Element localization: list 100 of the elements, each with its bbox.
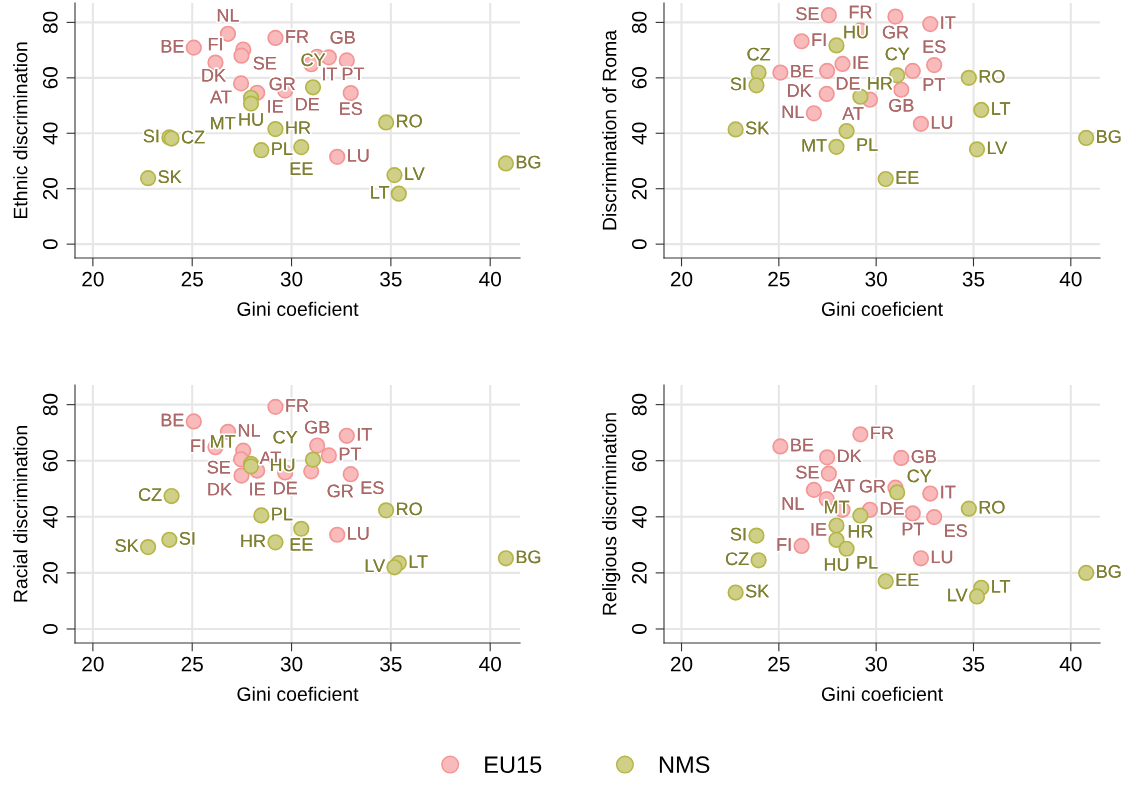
data-label: DE [274,481,297,495]
data-label: LV [365,559,385,573]
point [253,507,270,524]
data-label: BE [791,438,814,452]
x-tick-label: 25 [768,656,790,672]
data-label: HR [868,77,893,90]
data-label: FR [871,426,894,440]
data-label: SK [745,584,770,598]
data-label: CZ [181,130,205,144]
data-label: GB [889,98,914,112]
data-label: DK [788,84,812,97]
point [828,531,845,548]
data-label: HR [241,534,266,548]
x-tick-label: 25 [181,656,203,672]
x-tick-label: 25 [768,271,790,287]
y-tick-label: 80 [42,393,58,416]
data-label: GB [330,30,355,44]
y-tick-label: 0 [631,239,647,250]
point [329,148,346,165]
point [834,55,851,73]
x-tick-label: 40 [1059,271,1082,287]
y-tick-label: 80 [631,11,647,34]
point [377,502,395,519]
data-label: MT [802,139,827,152]
x-tick-label: 20 [82,271,104,287]
data-label: BG [1097,565,1121,578]
data-label: FI [777,538,791,551]
data-label: AT [210,90,232,104]
point [904,62,921,80]
data-label: RO [979,69,1005,83]
data-label: ES [361,481,384,495]
data-label: GR [882,25,909,39]
x-tick-label: 35 [962,271,985,287]
point [304,79,322,96]
point [386,167,403,184]
point [304,451,322,468]
point [727,121,744,138]
point [727,584,744,601]
point [748,527,765,544]
data-label: BG [1097,130,1121,143]
legend-label: NMS [659,756,710,774]
point [232,75,250,92]
point [233,47,250,64]
data-label: CZ [747,47,771,61]
data-label: SI [730,527,746,541]
point [960,500,977,517]
data-label: HU [824,558,849,571]
point [1078,129,1095,147]
x-tick-label: 35 [962,656,985,672]
point [960,69,977,86]
data-label: IE [250,482,265,496]
point [309,437,326,454]
point [377,114,395,131]
y-tick-label: 0 [631,624,647,634]
point [242,95,260,112]
point [267,398,284,415]
data-label: FR [849,5,872,19]
data-label: PL [272,507,293,521]
data-label: SI [179,531,195,545]
data-label: AT [842,107,864,120]
y-tick-label: 20 [42,562,58,584]
data-label: NL [782,497,804,510]
point [338,52,355,69]
point [828,517,845,534]
point [877,573,894,590]
data-label: LU [931,550,953,564]
point [386,559,403,576]
x-tick-label: 40 [479,271,501,287]
point [185,413,202,430]
data-label: IT [323,67,338,81]
point [750,552,767,569]
data-label: IE [268,100,283,113]
y-tick-label: 80 [42,11,58,34]
point [828,138,845,155]
data-label: CY [301,53,326,67]
data-label: BG [516,155,541,169]
point [912,115,930,132]
point [185,39,202,56]
data-label: ES [923,40,946,54]
y-tick-label: 40 [42,506,58,528]
data-label: BG [516,550,541,564]
data-label: EE [896,171,919,184]
data-label: CY [273,430,298,444]
data-label: LU [348,149,369,162]
data-label: PL [857,556,878,569]
data-label: MT [211,435,236,448]
data-label: EE [290,538,313,551]
data-label: SI [143,129,159,143]
y-tick-label: 40 [631,122,647,145]
point [267,29,284,47]
point [793,33,810,50]
point [973,101,990,119]
data-label: RO [397,114,422,128]
x-tick-label: 30 [280,271,303,287]
y-tick-label: 20 [42,177,58,200]
x-tick-label: 30 [865,656,887,672]
x-tick-label: 35 [380,271,402,287]
point [818,62,836,80]
y-tick-label: 40 [631,506,647,528]
data-label: LT [409,555,428,568]
